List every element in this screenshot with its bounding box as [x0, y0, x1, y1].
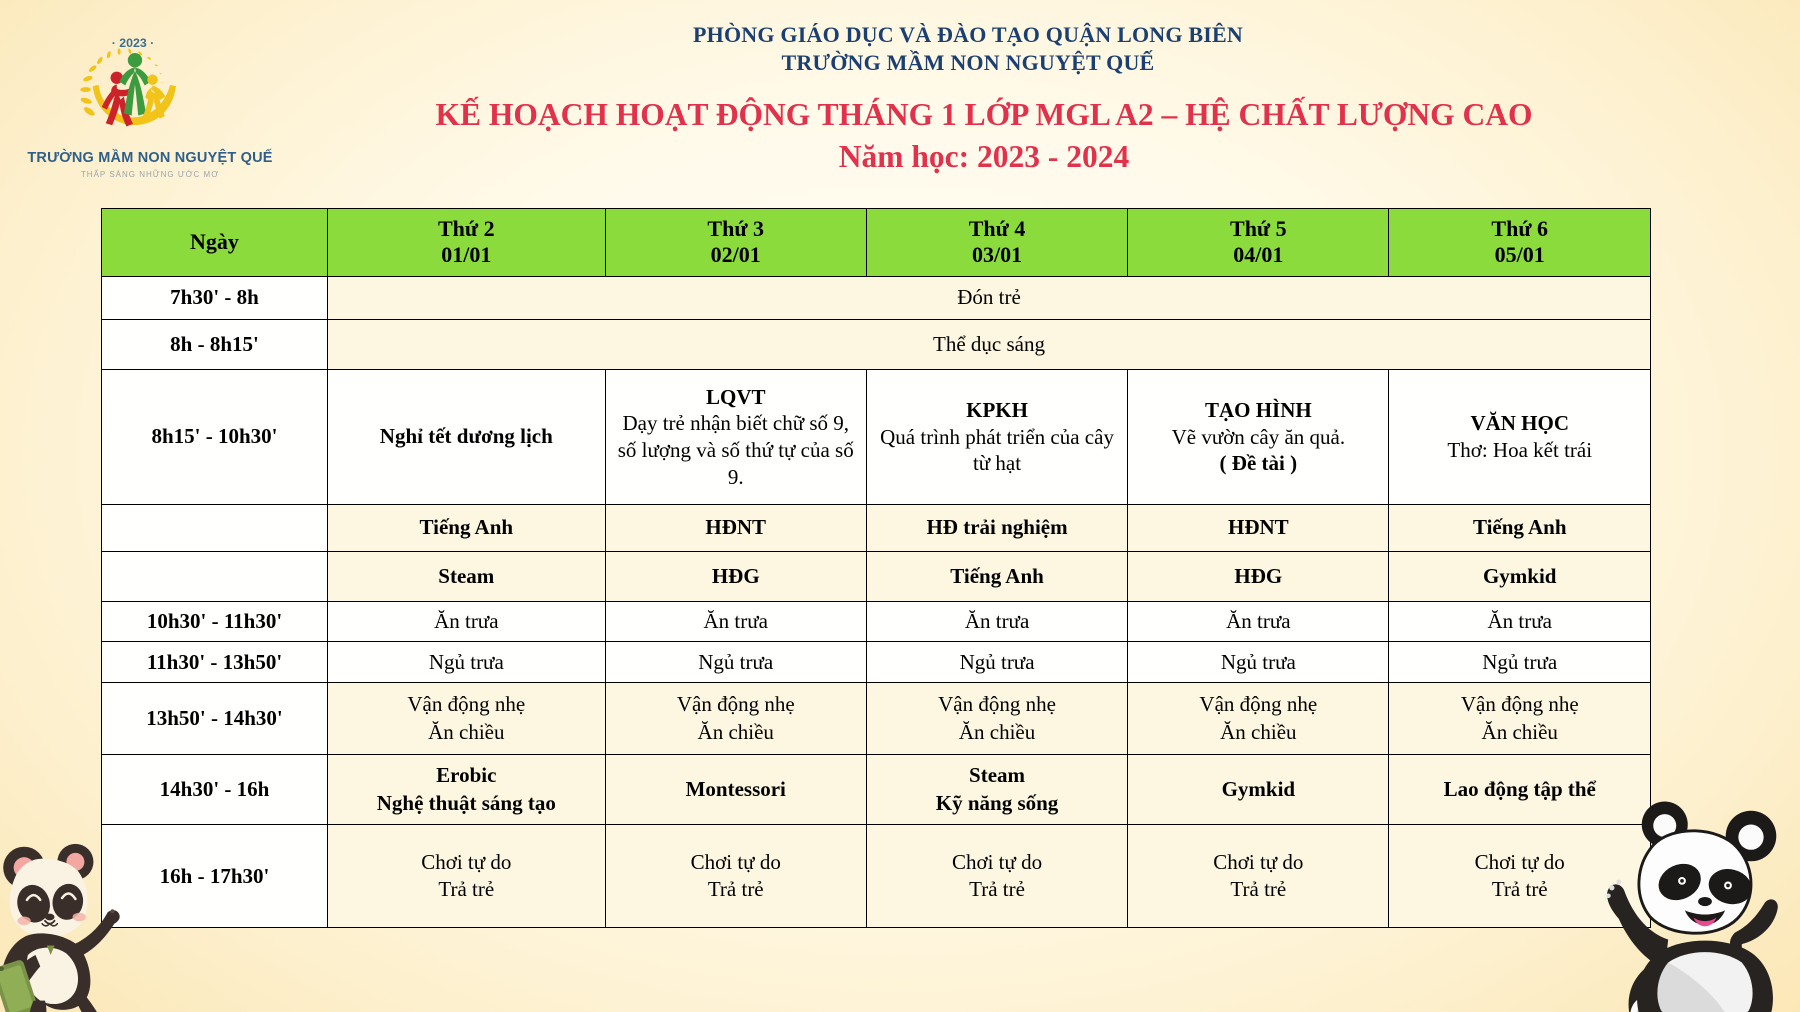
svg-text:· 2023 ·: · 2023 · — [112, 36, 155, 50]
